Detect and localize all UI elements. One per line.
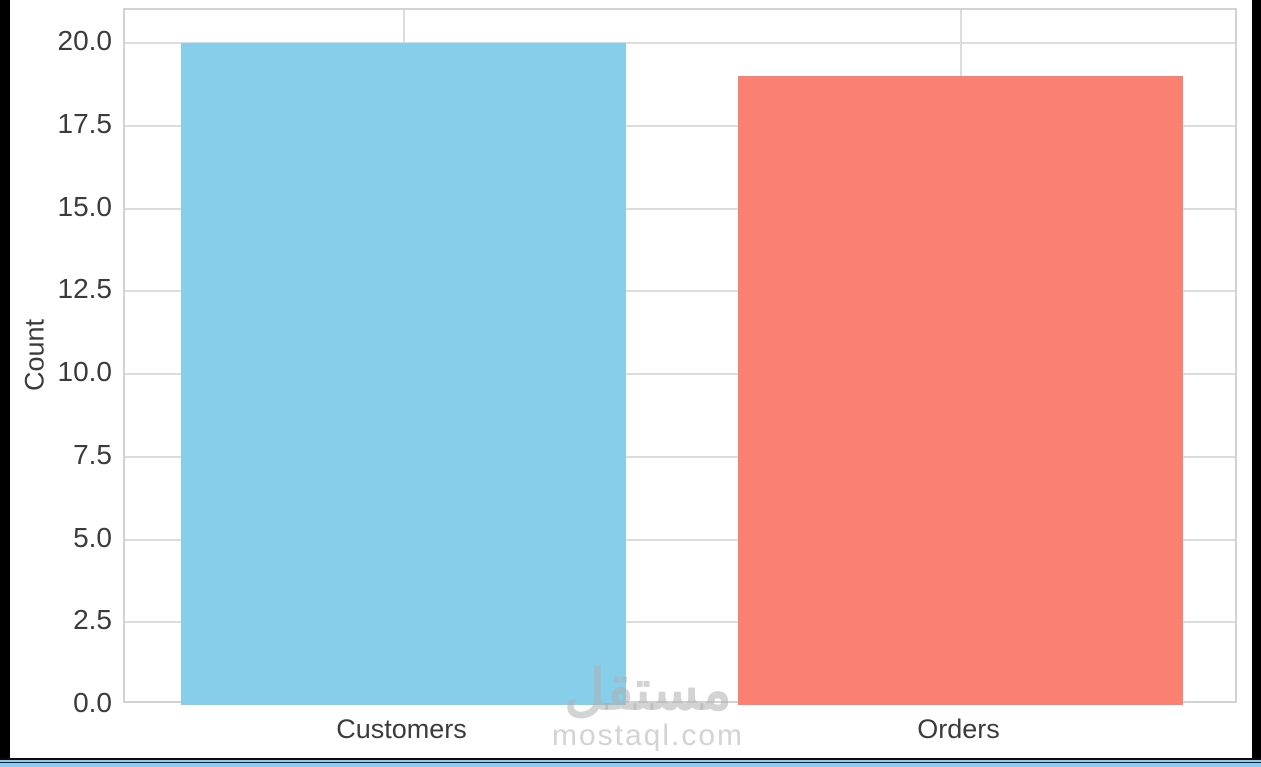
bar-customers <box>180 43 627 705</box>
y-gridline <box>125 290 1235 293</box>
plot-area <box>123 8 1237 705</box>
y-gridline <box>125 621 1235 624</box>
y-gridline <box>125 207 1235 210</box>
y-tick-label: 5.0 <box>73 521 112 553</box>
x-tick-label: Customers <box>336 714 467 744</box>
bar-orders <box>737 76 1184 705</box>
y-tick-label: 0.0 <box>73 687 112 718</box>
y-tick-label: 17.5 <box>57 107 113 139</box>
y-tick-label: 15.0 <box>57 190 113 222</box>
y-tick-label: 10.0 <box>57 356 113 388</box>
y-tick-label: 7.5 <box>73 438 112 470</box>
y-gridline <box>125 455 1235 458</box>
frame-bottom-bar <box>0 758 1261 767</box>
frame-right-border <box>1252 0 1261 761</box>
frame-left-border <box>0 0 10 761</box>
y-gridline <box>125 124 1235 127</box>
y-tick-label: 12.5 <box>57 273 113 305</box>
y-gridline <box>125 538 1235 541</box>
x-tick-label: Orders <box>917 714 1000 744</box>
y-tick-label: 20.0 <box>57 25 113 57</box>
y-gridline <box>125 373 1235 376</box>
y-gridline <box>125 42 1235 45</box>
y-tick-label: 2.5 <box>73 604 112 636</box>
